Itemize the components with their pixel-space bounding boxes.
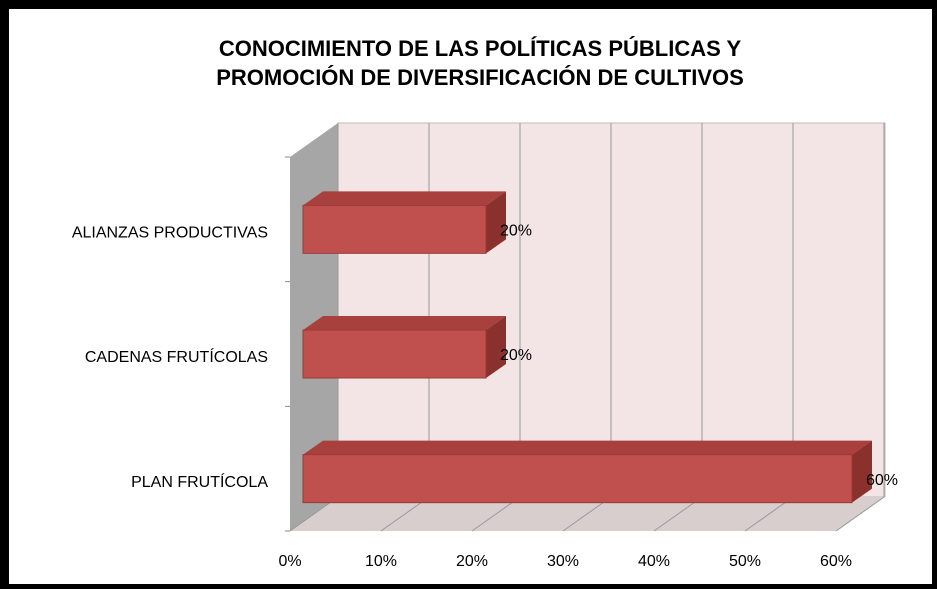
bar-top [303, 191, 506, 206]
data-label: 20% [500, 347, 532, 364]
x-tick-label: 0% [278, 553, 301, 570]
data-label: 20% [500, 223, 532, 240]
bar [302, 454, 853, 504]
x-tick-label: 20% [456, 553, 488, 570]
bar [302, 204, 487, 254]
bar-side [486, 191, 506, 254]
x-tick-label: 40% [638, 553, 670, 570]
grid-line [835, 496, 885, 532]
y-tick-label: ALIANZAS PRODUCTIVAS [72, 225, 268, 242]
bar-side [486, 316, 506, 378]
data-label: 60% [866, 472, 898, 489]
chart-title: PROMOCIÓN DE DIVERSIFICACIÓN DE CULTIVOS [216, 65, 744, 90]
bar [302, 329, 487, 379]
x-tick-label: 60% [820, 553, 852, 570]
x-tick-label: 10% [365, 553, 397, 570]
bar-top [303, 440, 872, 455]
bar-side [852, 440, 872, 503]
x-tick-label: 30% [547, 553, 579, 570]
chart-title: CONOCIMIENTO DE LAS POLÍTICAS PÚBLICAS Y [219, 36, 742, 61]
x-tick-label: 50% [729, 553, 761, 570]
y-tick-label: PLAN FRUTÍCOLA [131, 472, 268, 491]
bar-top [303, 316, 506, 330]
y-tick-label: CADENAS FRUTÍCOLAS [85, 347, 268, 366]
